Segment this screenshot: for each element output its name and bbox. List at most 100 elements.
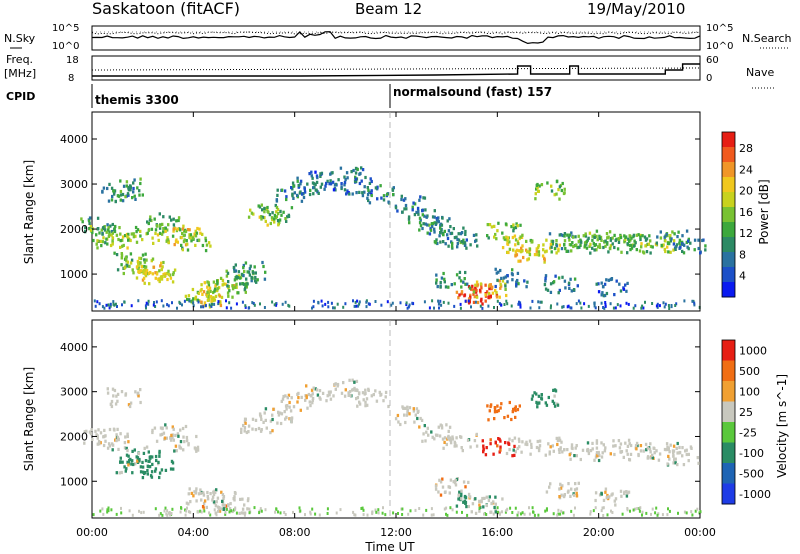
data-cell — [632, 508, 635, 512]
data-cell — [123, 465, 126, 469]
data-cell — [209, 244, 212, 248]
data-cell — [161, 513, 164, 517]
data-cell — [244, 261, 248, 265]
data-cell — [446, 219, 449, 223]
data-cell — [549, 243, 553, 247]
data-cell — [506, 274, 509, 278]
data-cell — [626, 444, 630, 448]
data-cell — [482, 450, 485, 454]
data-cell — [221, 503, 224, 507]
data-cell — [430, 222, 434, 226]
data-cell — [333, 183, 337, 187]
data-cell — [414, 413, 417, 417]
data-cell — [445, 512, 447, 516]
data-cell — [172, 271, 175, 275]
data-cell — [182, 240, 186, 244]
data-cell — [111, 194, 114, 199]
data-cell — [408, 412, 411, 416]
data-cell — [594, 498, 597, 503]
data-cell — [436, 241, 439, 246]
data-cell — [431, 299, 434, 303]
data-cell — [462, 238, 465, 242]
data-cell — [591, 447, 594, 451]
data-cell — [451, 246, 454, 250]
data-cell — [649, 244, 653, 249]
data-cell — [353, 380, 356, 384]
data-cell — [124, 469, 127, 473]
data-cell — [629, 509, 631, 513]
data-cell — [420, 418, 424, 422]
data-cell — [598, 245, 602, 249]
data-cell — [354, 175, 357, 179]
data-cell — [155, 439, 159, 443]
data-cell — [581, 448, 585, 452]
data-cell — [306, 182, 309, 186]
data-cell — [188, 510, 190, 514]
data-cell — [434, 433, 438, 437]
data-cell — [127, 232, 130, 236]
data-cell — [635, 447, 638, 451]
data-cell — [609, 244, 613, 248]
data-cell — [538, 401, 541, 405]
data-cell — [225, 507, 228, 511]
data-cell — [155, 458, 158, 463]
data-cell — [423, 214, 426, 218]
data-cell — [111, 387, 115, 391]
data-cell — [200, 283, 203, 287]
data-cell — [478, 503, 481, 507]
data-cell — [600, 441, 603, 445]
data-cell — [120, 263, 123, 267]
data-cell — [235, 276, 238, 280]
data-cell — [440, 276, 444, 280]
data-cell — [548, 450, 551, 454]
colorbar-tick-label: 25 — [739, 406, 753, 419]
data-cell — [644, 300, 646, 304]
data-cell — [188, 299, 191, 303]
data-cell — [309, 510, 312, 514]
data-cell — [436, 433, 439, 437]
data-cell — [664, 249, 667, 254]
data-cell — [565, 249, 568, 253]
data-cell — [499, 406, 502, 410]
data-cell — [232, 497, 235, 501]
data-cell — [167, 223, 170, 227]
data-cell — [159, 512, 162, 516]
data-cell — [132, 271, 135, 275]
data-cell — [596, 454, 599, 458]
data-cell — [591, 246, 594, 250]
data-cell — [106, 186, 109, 191]
data-cell — [544, 279, 547, 283]
data-cell — [606, 513, 609, 517]
data-cell — [187, 502, 190, 506]
data-cell — [555, 251, 558, 255]
data-cell — [303, 190, 307, 194]
data-cell — [101, 507, 104, 511]
data-cell — [110, 442, 114, 446]
data-cell — [567, 482, 570, 486]
data-cell — [290, 416, 294, 420]
data-cell — [227, 503, 230, 507]
data-cell — [119, 460, 122, 464]
data-cell — [669, 250, 672, 254]
data-cell — [604, 446, 607, 450]
data-cell — [362, 508, 365, 512]
data-cell — [533, 253, 537, 257]
data-cell — [132, 190, 135, 194]
data-cell — [437, 425, 440, 429]
data-cell — [108, 230, 111, 234]
data-cell — [164, 423, 167, 427]
data-cell — [350, 170, 353, 174]
colorbar-tick-label: -1000 — [739, 488, 771, 501]
data-cell — [317, 191, 320, 195]
data-cell — [546, 181, 549, 185]
data-cell — [116, 399, 119, 403]
data-cell — [491, 285, 494, 289]
data-cell — [123, 300, 126, 304]
data-cell — [387, 200, 390, 204]
data-cell — [515, 280, 518, 284]
data-cell — [433, 437, 436, 441]
data-cell — [672, 239, 676, 243]
data-cell — [95, 233, 98, 237]
data-cell — [452, 227, 455, 231]
data-cell — [558, 450, 561, 454]
